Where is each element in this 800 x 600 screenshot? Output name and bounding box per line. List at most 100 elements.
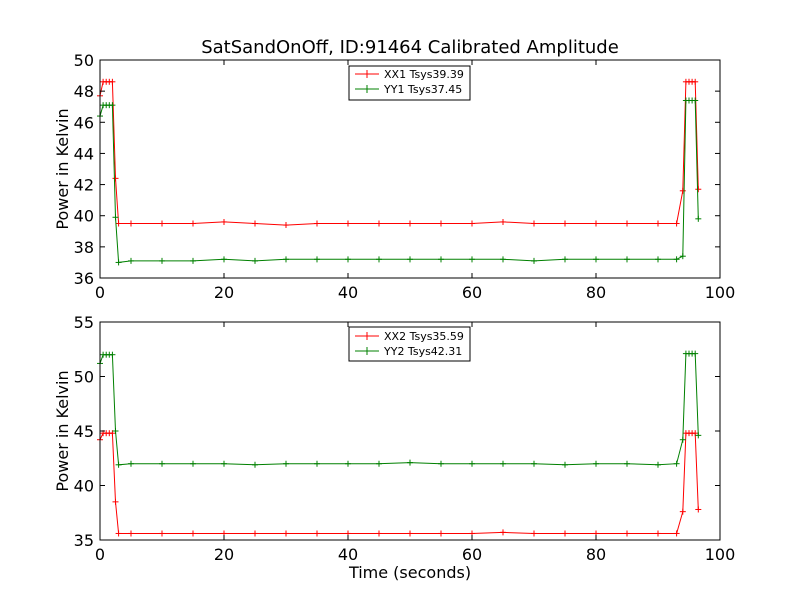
bottom-data-point xyxy=(283,530,289,537)
bottom-data-point xyxy=(531,460,537,467)
top-data-point xyxy=(679,253,686,260)
bottom-series-line-0 xyxy=(99,432,699,534)
top-data-point xyxy=(673,256,680,263)
top-data-point xyxy=(438,256,444,263)
top-data-point xyxy=(283,256,289,263)
top-series-line-1 xyxy=(99,100,699,263)
top-data-point xyxy=(692,97,699,104)
bottom-legend: XX2 Tsys35.59 YY2 Tsys42.31 xyxy=(348,326,471,362)
bottom-data-point xyxy=(624,530,630,537)
top-data-point xyxy=(500,256,506,263)
bottom-chart: 0 20 40 60 80 100 35 40 45 50 55 Power in Kelvin T… xyxy=(53,313,735,582)
top-data-point xyxy=(679,187,686,194)
bottom-data-point xyxy=(112,498,119,505)
bottom-data-point xyxy=(438,530,444,537)
top-data-point xyxy=(407,220,413,227)
bottom-y-tick-label: 35 xyxy=(74,531,94,550)
top-data-point xyxy=(221,218,227,225)
bottom-data-point xyxy=(624,460,630,467)
bottom-data-point xyxy=(679,508,686,515)
bottom-data-point xyxy=(345,460,351,467)
bottom-x-tick-label: 100 xyxy=(705,545,736,564)
bottom-data-point xyxy=(112,428,119,434)
bottom-data-point xyxy=(562,461,568,468)
top-data-point xyxy=(128,257,134,264)
top-data-point xyxy=(283,222,289,229)
bottom-data-point xyxy=(190,460,196,467)
top-data-point xyxy=(112,175,119,182)
top-data-point xyxy=(159,257,165,264)
top-x-tick-label: 80 xyxy=(586,283,606,302)
top-x-tick-label: 20 xyxy=(214,283,234,302)
bottom-data-point xyxy=(407,459,413,466)
bottom-data-point xyxy=(407,530,413,537)
bottom-data-point xyxy=(695,506,702,513)
bottom-legend-box xyxy=(348,326,471,362)
top-legend-box xyxy=(348,65,471,101)
top-data-point xyxy=(109,102,116,109)
bottom-data-point xyxy=(115,530,122,537)
top-data-point xyxy=(655,220,661,227)
bottom-data-point xyxy=(695,432,702,439)
top-data-point xyxy=(314,256,320,263)
bottom-data-point xyxy=(562,530,568,537)
bottom-data-point xyxy=(221,460,227,467)
top-data-point xyxy=(109,78,116,85)
bottom-data-point xyxy=(438,460,444,467)
bottom-data-point xyxy=(655,461,661,468)
bottom-data-point xyxy=(115,461,122,468)
top-data-point xyxy=(695,186,702,193)
top-data-point xyxy=(500,218,506,225)
top-data-point xyxy=(345,256,351,263)
top-y-tick-label: 48 xyxy=(74,82,94,101)
bottom-data-point xyxy=(500,529,506,536)
bottom-data-point xyxy=(692,350,699,357)
top-data-point xyxy=(128,220,134,227)
top-data-point xyxy=(376,220,382,227)
bottom-data-point xyxy=(673,530,680,537)
bottom-data-point xyxy=(679,436,686,443)
top-data-point xyxy=(112,214,119,221)
top-data-point xyxy=(190,220,196,227)
top-y-axis-label: Power in Kelvin xyxy=(53,108,72,229)
bottom-data-point xyxy=(655,530,661,537)
legend-label-xx2: XX2 Tsys35.59 xyxy=(384,330,464,343)
bottom-data-point xyxy=(252,461,258,468)
bottom-x-tick-label: 80 xyxy=(586,545,606,564)
top-data-point xyxy=(469,220,475,227)
bottom-data-point xyxy=(128,460,134,467)
bottom-x-tick-label: 0 xyxy=(95,545,105,564)
bottom-y-tick-label: 55 xyxy=(74,313,94,332)
top-y-tick-label: 42 xyxy=(74,176,94,195)
bottom-data-point xyxy=(252,530,258,537)
top-x-tick-label: 40 xyxy=(338,283,358,302)
top-data-point xyxy=(624,220,630,227)
bottom-data-point xyxy=(469,460,475,467)
top-y-tick-label: 36 xyxy=(74,269,94,288)
bottom-data-point xyxy=(128,530,134,537)
bottom-data-point xyxy=(109,430,116,437)
top-data-point xyxy=(531,257,537,264)
legend-label-yy2: YY2 Tsys42.31 xyxy=(383,345,462,358)
top-data-point xyxy=(407,256,413,263)
top-data-point xyxy=(190,257,196,264)
top-data-point xyxy=(376,256,382,263)
top-data-point xyxy=(438,220,444,227)
bottom-y-tick-label: 50 xyxy=(74,368,94,387)
top-data-point xyxy=(624,256,630,263)
top-data-point xyxy=(314,220,320,227)
top-data-point xyxy=(531,220,537,227)
bottom-data-point xyxy=(159,530,165,537)
bottom-y-axis-label: Power in Kelvin xyxy=(53,370,72,491)
bottom-x-tick-label: 20 xyxy=(214,545,234,564)
top-x-tick-label: 60 xyxy=(462,283,482,302)
top-plot-frame xyxy=(99,59,721,279)
top-data-point xyxy=(593,220,599,227)
top-data-point xyxy=(695,215,702,222)
top-data-point xyxy=(562,256,568,263)
top-y-tick-label: 40 xyxy=(74,207,94,226)
top-data-point xyxy=(469,256,475,263)
bottom-data-point xyxy=(190,530,196,537)
bottom-data-point xyxy=(376,530,382,537)
